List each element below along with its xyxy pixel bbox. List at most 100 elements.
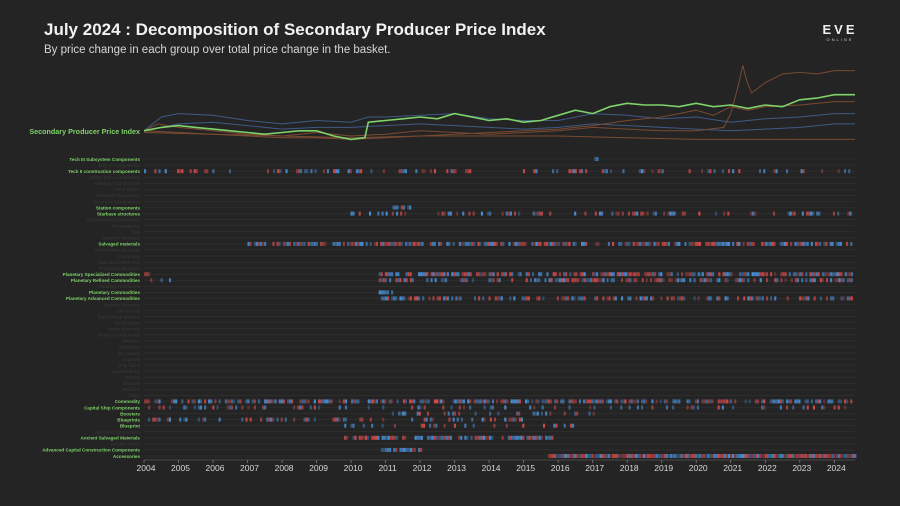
cell-price-increase bbox=[460, 241, 463, 246]
cell-price-decrease bbox=[511, 435, 514, 440]
cell-price-decrease bbox=[560, 454, 563, 458]
cell-price-decrease bbox=[595, 454, 598, 458]
cell-price-decrease bbox=[338, 405, 341, 410]
cell-price-increase bbox=[552, 272, 555, 277]
cell-price-decrease bbox=[846, 399, 849, 404]
cell-price-decrease bbox=[527, 399, 530, 404]
cell-price-decrease bbox=[491, 241, 494, 246]
row-label: Ancient Salvaged Materials bbox=[81, 436, 141, 441]
cell-price-increase bbox=[806, 454, 809, 458]
cell-price-increase bbox=[705, 241, 708, 246]
cell-price-increase bbox=[527, 272, 530, 277]
cell-price-increase bbox=[790, 454, 793, 458]
cell-price-decrease bbox=[827, 399, 830, 404]
cell-price-increase bbox=[612, 241, 615, 246]
cell-price-increase bbox=[844, 405, 847, 410]
cell-price-decrease bbox=[558, 278, 561, 283]
cell-price-increase bbox=[742, 241, 745, 246]
cell-price-decrease bbox=[403, 278, 406, 283]
cell-price-increase bbox=[809, 272, 812, 277]
cell-price-decrease bbox=[621, 296, 624, 301]
cell-price-decrease bbox=[715, 241, 718, 246]
cell-price-decrease bbox=[844, 169, 847, 174]
cell-price-increase bbox=[653, 454, 656, 458]
cell-price-increase bbox=[719, 399, 722, 404]
cell-price-decrease bbox=[545, 411, 548, 416]
cell-price-decrease bbox=[708, 296, 711, 301]
cell-price-decrease bbox=[645, 296, 648, 301]
cell-price-increase bbox=[587, 399, 590, 404]
cell-price-increase bbox=[354, 435, 357, 440]
cell-price-increase bbox=[643, 272, 646, 277]
x-tick-label: 2006 bbox=[206, 463, 225, 473]
cell-price-increase bbox=[262, 241, 265, 246]
cell-price-decrease bbox=[516, 399, 519, 404]
cell-price-decrease bbox=[748, 454, 751, 458]
row-label: Construction Components bbox=[87, 217, 141, 222]
cell-price-increase bbox=[364, 435, 367, 440]
cell-price-decrease bbox=[420, 435, 423, 440]
cell-price-decrease bbox=[688, 399, 691, 404]
cell-price-decrease bbox=[581, 241, 584, 246]
cell-price-increase bbox=[848, 454, 851, 458]
cell-price-increase bbox=[187, 399, 190, 404]
cell-price-decrease bbox=[418, 272, 421, 277]
row-label: Rigs bbox=[131, 230, 141, 235]
cell-price-increase bbox=[746, 241, 749, 246]
cell-price-increase bbox=[601, 454, 604, 458]
cell-price-increase bbox=[384, 241, 387, 246]
cell-price-decrease bbox=[396, 399, 399, 404]
cell-price-increase bbox=[826, 296, 829, 301]
cell-price-decrease bbox=[834, 272, 837, 277]
cell-price-increase bbox=[177, 169, 180, 174]
cell-price-decrease bbox=[614, 399, 617, 404]
cell-price-decrease bbox=[270, 417, 273, 422]
cell-price-increase bbox=[438, 296, 441, 301]
cell-price-decrease bbox=[810, 241, 813, 246]
cell-price-decrease bbox=[359, 241, 362, 246]
cell-price-increase bbox=[322, 169, 325, 174]
x-tick-label: 2007 bbox=[240, 463, 259, 473]
cell-price-decrease bbox=[371, 423, 374, 428]
cell-price-decrease bbox=[389, 278, 392, 283]
cell-price-increase bbox=[755, 296, 758, 301]
cell-price-increase bbox=[806, 405, 809, 410]
cell-price-decrease bbox=[516, 435, 519, 440]
cell-price-increase bbox=[592, 278, 595, 283]
cell-price-increase bbox=[806, 211, 809, 216]
cell-price-increase bbox=[193, 399, 196, 404]
row-label: Ships bbox=[129, 393, 141, 398]
cell-price-increase bbox=[670, 278, 673, 283]
cell-price-decrease bbox=[585, 454, 588, 458]
cell-price-increase bbox=[454, 169, 457, 174]
cell-price-increase bbox=[621, 278, 624, 283]
cell-price-increase bbox=[626, 454, 629, 458]
cell-price-increase bbox=[502, 399, 505, 404]
cell-price-increase bbox=[687, 272, 690, 277]
cell-price-decrease bbox=[391, 272, 394, 277]
cell-price-increase bbox=[305, 417, 308, 422]
cell-price-decrease bbox=[583, 241, 586, 246]
cell-price-decrease bbox=[693, 272, 696, 277]
cell-price-increase bbox=[166, 417, 169, 422]
cell-price-decrease bbox=[717, 241, 720, 246]
cell-price-decrease bbox=[347, 169, 350, 174]
cell-price-decrease bbox=[336, 241, 339, 246]
cell-price-increase bbox=[817, 241, 820, 246]
cell-price-decrease bbox=[676, 296, 679, 301]
cell-price-decrease bbox=[809, 278, 812, 283]
cell-price-increase bbox=[496, 296, 499, 301]
x-tick-label: 2022 bbox=[758, 463, 777, 473]
cell-price-increase bbox=[453, 272, 456, 277]
cell-price-decrease bbox=[380, 296, 383, 301]
cell-price-increase bbox=[628, 399, 631, 404]
cell-price-decrease bbox=[278, 399, 281, 404]
cell-price-decrease bbox=[429, 423, 432, 428]
cell-price-increase bbox=[494, 296, 497, 301]
cell-price-decrease bbox=[382, 290, 385, 295]
cell-price-decrease bbox=[846, 296, 849, 301]
cell-price-increase bbox=[635, 278, 638, 283]
cell-price-increase bbox=[307, 399, 310, 404]
cell-price-decrease bbox=[628, 241, 631, 246]
cell-price-increase bbox=[763, 399, 766, 404]
